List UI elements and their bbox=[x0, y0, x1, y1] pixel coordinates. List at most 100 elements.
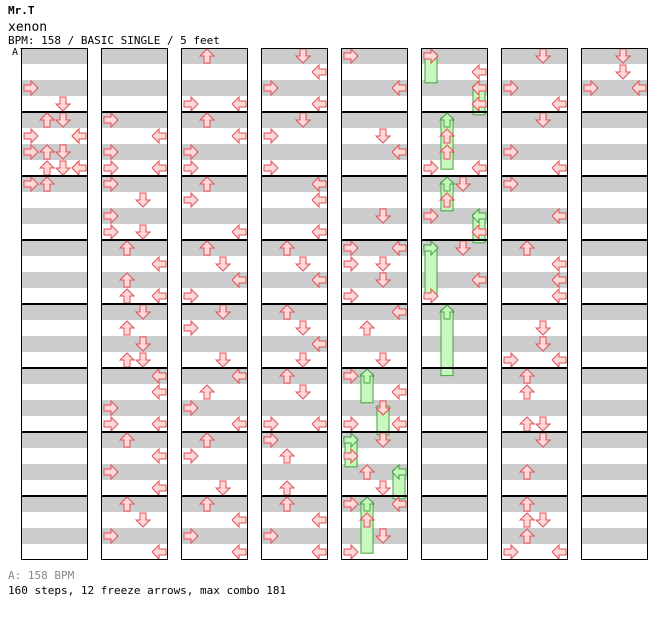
right-arrow-icon bbox=[311, 511, 327, 529]
measure-frame bbox=[21, 432, 88, 496]
up-arrow-icon bbox=[134, 512, 152, 528]
up-arrow-icon bbox=[374, 528, 392, 544]
row-band bbox=[21, 528, 88, 544]
measure-frame bbox=[261, 432, 328, 496]
measure-frame bbox=[181, 176, 248, 240]
row-band bbox=[261, 464, 328, 480]
measure-frame bbox=[341, 304, 408, 368]
row-band bbox=[101, 176, 168, 192]
down-arrow-icon bbox=[358, 464, 376, 480]
row-band bbox=[581, 272, 648, 288]
left-arrow-icon bbox=[423, 207, 439, 225]
left-arrow-icon bbox=[263, 431, 279, 449]
right-arrow-icon bbox=[551, 255, 567, 273]
left-arrow-icon bbox=[103, 159, 119, 177]
right-arrow-icon bbox=[311, 415, 327, 433]
row-band bbox=[581, 208, 648, 224]
row-band bbox=[101, 368, 168, 384]
up-arrow-icon bbox=[134, 224, 152, 240]
row-band bbox=[101, 336, 168, 352]
row-band bbox=[421, 48, 488, 64]
down-arrow-icon bbox=[118, 352, 136, 368]
down-arrow-icon bbox=[198, 240, 216, 256]
right-arrow-icon bbox=[391, 239, 407, 257]
up-arrow-icon bbox=[214, 256, 232, 272]
left-arrow-icon bbox=[503, 79, 519, 97]
measure-frame bbox=[501, 240, 568, 304]
right-arrow-icon bbox=[551, 159, 567, 177]
right-arrow-icon bbox=[231, 415, 247, 433]
row-band bbox=[501, 80, 568, 96]
down-arrow-icon bbox=[438, 192, 456, 208]
right-arrow-icon bbox=[551, 207, 567, 225]
right-arrow-icon bbox=[311, 95, 327, 113]
left-arrow-icon bbox=[183, 191, 199, 209]
left-arrow-icon bbox=[183, 95, 199, 113]
row-band bbox=[421, 496, 488, 512]
measure-frame bbox=[261, 304, 328, 368]
left-arrow-icon bbox=[503, 543, 519, 561]
freeze-head-arrow bbox=[438, 112, 456, 128]
measure-frame bbox=[101, 432, 168, 496]
row-band bbox=[581, 176, 648, 192]
down-arrow-icon bbox=[118, 272, 136, 288]
right-arrow-icon bbox=[471, 271, 487, 289]
right-arrow-icon bbox=[391, 143, 407, 161]
left-arrow-icon bbox=[23, 175, 39, 193]
right-arrow-icon bbox=[231, 271, 247, 289]
measure-frame bbox=[341, 240, 408, 304]
row-band bbox=[181, 144, 248, 160]
right-arrow-icon bbox=[231, 223, 247, 241]
right-arrow-icon bbox=[391, 383, 407, 401]
row-band bbox=[341, 144, 408, 160]
measure-frame bbox=[421, 240, 488, 304]
freeze-body bbox=[440, 309, 454, 377]
row-band bbox=[421, 464, 488, 480]
measure-frame bbox=[101, 112, 168, 176]
up-arrow-icon bbox=[294, 384, 312, 400]
left-arrow-icon bbox=[183, 143, 199, 161]
right-arrow-icon bbox=[231, 127, 247, 145]
left-arrow-icon bbox=[423, 159, 439, 177]
measure-frame bbox=[261, 368, 328, 432]
left-arrow-icon bbox=[103, 111, 119, 129]
down-arrow-icon bbox=[518, 528, 536, 544]
down-arrow-icon bbox=[278, 304, 296, 320]
row-band bbox=[341, 176, 408, 192]
measure-frame bbox=[341, 432, 408, 496]
down-arrow-icon bbox=[118, 320, 136, 336]
row-band bbox=[21, 464, 88, 480]
row-band bbox=[181, 208, 248, 224]
row-band bbox=[261, 272, 328, 288]
row-band bbox=[341, 336, 408, 352]
down-arrow-icon bbox=[38, 144, 56, 160]
left-arrow-icon bbox=[423, 287, 439, 305]
up-arrow-icon bbox=[134, 192, 152, 208]
left-arrow-icon bbox=[343, 287, 359, 305]
right-arrow-icon bbox=[391, 415, 407, 433]
measure-frame bbox=[501, 304, 568, 368]
measure-frame bbox=[341, 112, 408, 176]
right-arrow-icon bbox=[151, 543, 167, 561]
right-arrow-icon bbox=[551, 351, 567, 369]
row-band bbox=[581, 112, 648, 128]
right-arrow-icon bbox=[311, 271, 327, 289]
measure-frame bbox=[421, 48, 488, 112]
measure-frame bbox=[421, 432, 488, 496]
measure-frame bbox=[581, 496, 648, 560]
measure-frame bbox=[21, 48, 88, 112]
left-arrow-icon bbox=[183, 319, 199, 337]
row-band bbox=[421, 272, 488, 288]
bpm-legend: A: 158 BPM bbox=[8, 569, 75, 582]
down-arrow-icon bbox=[198, 496, 216, 512]
freeze-head-arrow bbox=[358, 496, 376, 512]
row-band bbox=[21, 336, 88, 352]
measure-frame bbox=[581, 432, 648, 496]
measure-frame bbox=[581, 112, 648, 176]
measure-frame bbox=[501, 48, 568, 112]
row-band bbox=[581, 304, 648, 320]
row-band bbox=[581, 336, 648, 352]
row-band bbox=[181, 80, 248, 96]
left-arrow-icon bbox=[183, 287, 199, 305]
right-arrow-icon bbox=[311, 543, 327, 561]
